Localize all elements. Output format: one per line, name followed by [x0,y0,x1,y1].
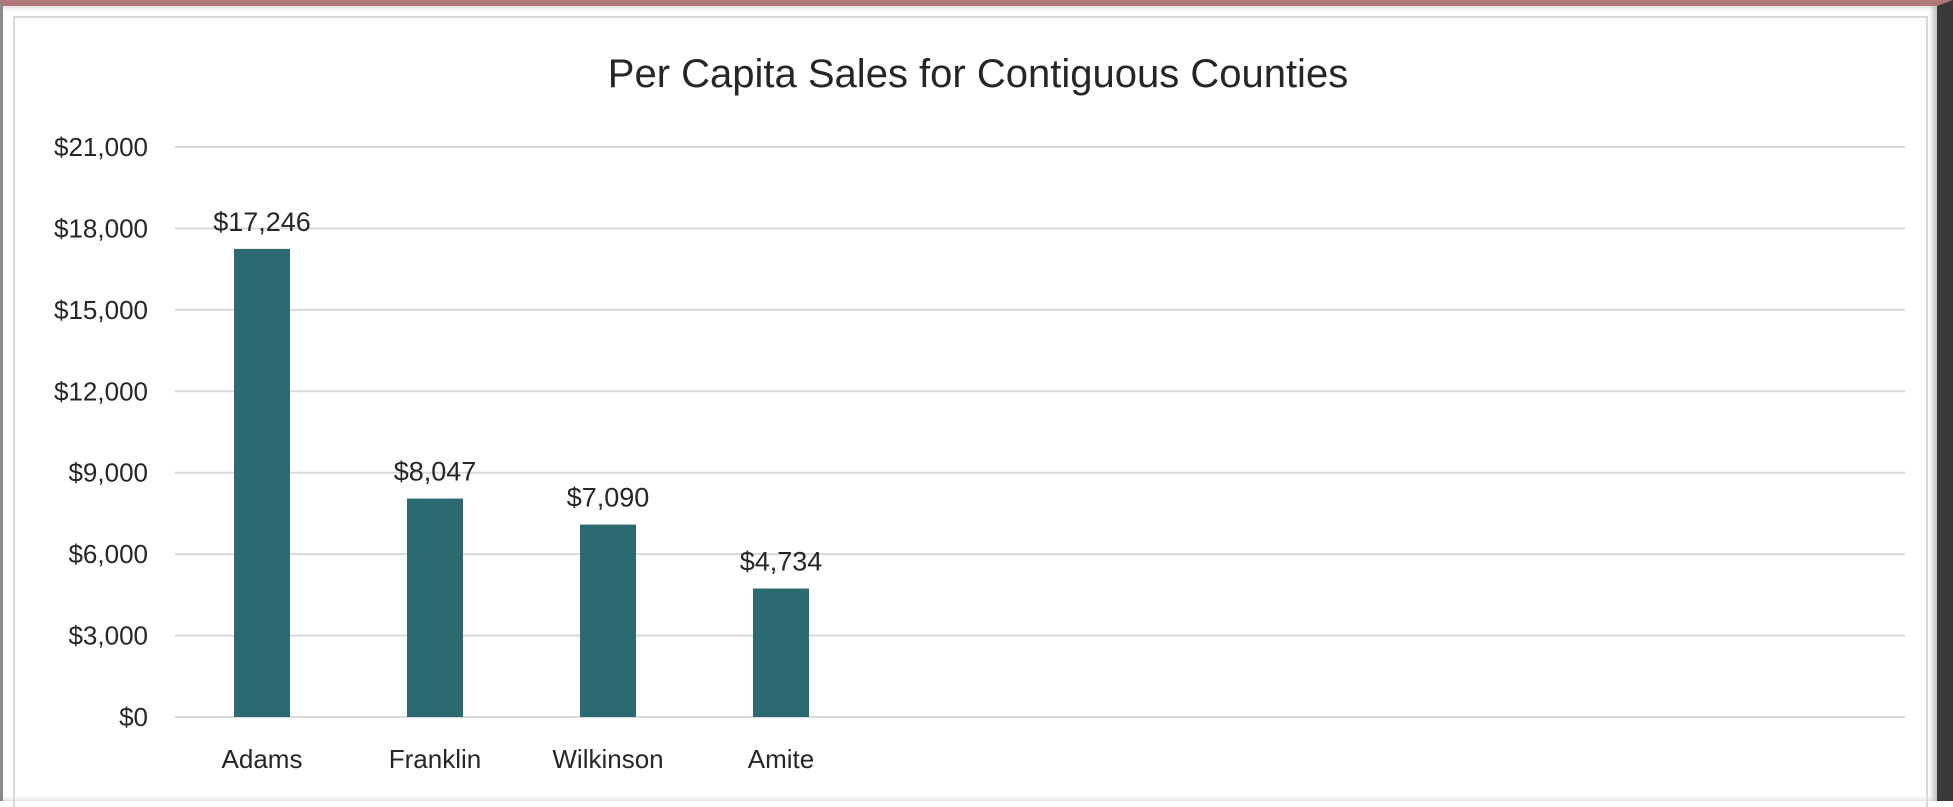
bar-amite [753,588,809,717]
data-label: $8,047 [394,457,477,487]
chart-title: Per Capita Sales for Contiguous Counties [608,52,1348,96]
data-label: $4,734 [740,547,823,577]
y-axis-tick-labels: $0 $3,000 $6,000 $9,000 $12,000 $15,000 $18,00… [54,132,148,732]
bar-wilkinson [580,524,636,717]
category-label: Amite [748,744,814,774]
bar-adams [234,248,290,717]
category-label: Franklin [389,744,481,774]
data-label: $7,090 [567,483,650,513]
chart-area-border [13,16,1928,807]
category-label: Adams [222,744,303,774]
data-labels: $17,246 $8,047 $7,090 $4,734 [213,207,822,577]
gridlines [175,146,1905,718]
y-tick-label: $15,000 [54,295,148,325]
y-tick-label: $3,000 [68,621,148,651]
y-tick-label: $0 [119,702,148,732]
y-tick-label: $12,000 [54,376,148,406]
bar-franklin [407,498,463,717]
y-tick-label: $21,000 [54,132,148,162]
data-label: $17,246 [213,207,311,237]
x-axis-category-labels: Adams Franklin Wilkinson Amite [222,744,815,774]
bars [234,248,809,717]
y-tick-label: $6,000 [68,539,148,569]
y-tick-label: $9,000 [68,458,148,488]
y-tick-label: $18,000 [54,213,148,243]
category-label: Wilkinson [552,744,663,774]
